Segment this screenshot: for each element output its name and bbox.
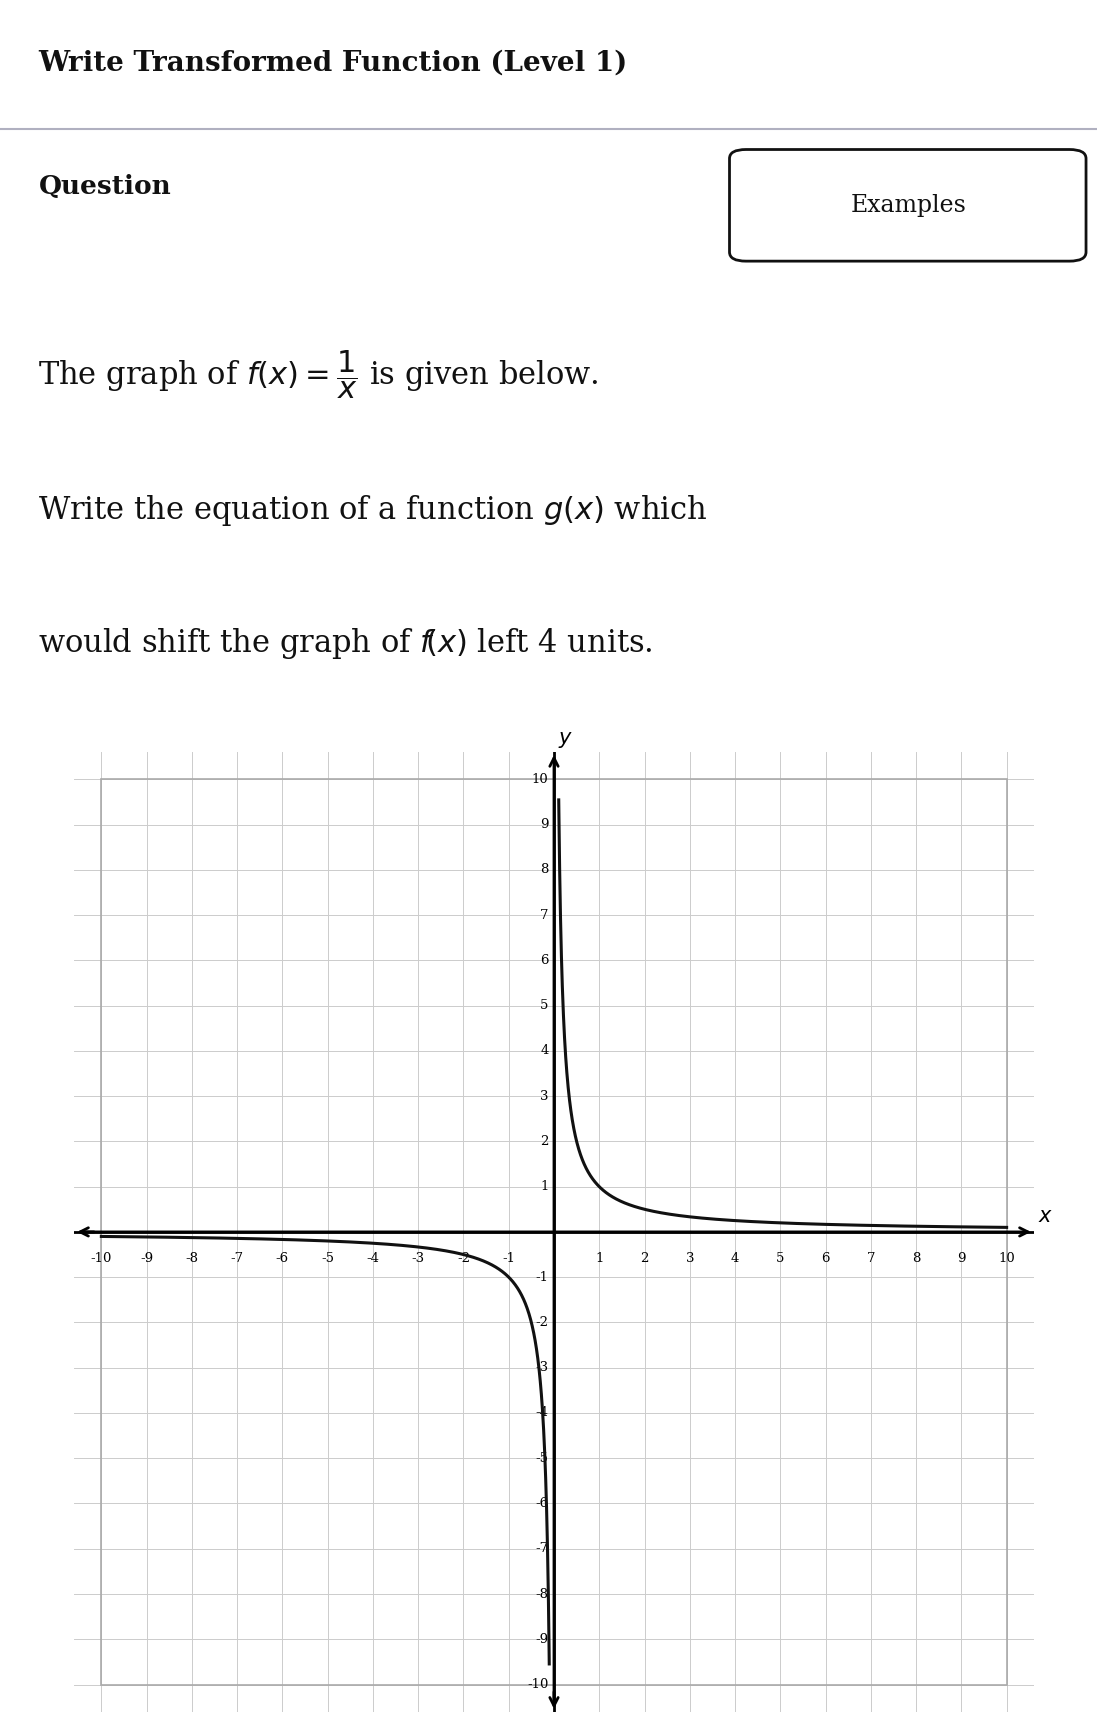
Text: -5: -5 — [535, 1452, 548, 1464]
Text: Examples: Examples — [850, 194, 966, 216]
Text: Write Transformed Function (Level 1): Write Transformed Function (Level 1) — [38, 50, 627, 76]
Text: 4: 4 — [540, 1044, 548, 1058]
Text: -1: -1 — [535, 1271, 548, 1283]
Text: -3: -3 — [411, 1252, 425, 1266]
Text: -3: -3 — [535, 1361, 548, 1375]
Text: -7: -7 — [230, 1252, 244, 1266]
Text: 4: 4 — [731, 1252, 739, 1266]
Text: -8: -8 — [185, 1252, 199, 1266]
Text: Question: Question — [38, 173, 171, 199]
FancyBboxPatch shape — [730, 149, 1086, 261]
Text: would shift the graph of $f\!\left(x\right)$ left 4 units.: would shift the graph of $f\!\left(x\rig… — [38, 626, 653, 660]
Text: 6: 6 — [540, 954, 548, 967]
Text: 8: 8 — [540, 863, 548, 877]
Text: 7: 7 — [867, 1252, 875, 1266]
Text: 6: 6 — [822, 1252, 829, 1266]
Text: 5: 5 — [540, 999, 548, 1011]
Text: -7: -7 — [535, 1542, 548, 1556]
Text: 2: 2 — [641, 1252, 648, 1266]
Text: 2: 2 — [540, 1134, 548, 1148]
Text: The graph of $f(x)=\dfrac{1}{x}$ is given below.: The graph of $f(x)=\dfrac{1}{x}$ is give… — [38, 349, 599, 401]
Text: 5: 5 — [776, 1252, 784, 1266]
Text: $y$: $y$ — [557, 730, 573, 750]
Text: -6: -6 — [535, 1497, 548, 1509]
Text: 9: 9 — [957, 1252, 965, 1266]
Text: -10: -10 — [528, 1679, 548, 1691]
Text: -6: -6 — [275, 1252, 289, 1266]
Text: 10: 10 — [998, 1252, 1015, 1266]
Text: -1: -1 — [502, 1252, 516, 1266]
Text: 8: 8 — [912, 1252, 920, 1266]
Text: 3: 3 — [686, 1252, 694, 1266]
Text: -10: -10 — [91, 1252, 112, 1266]
Text: -4: -4 — [535, 1406, 548, 1420]
Text: 3: 3 — [540, 1089, 548, 1103]
Text: -9: -9 — [140, 1252, 154, 1266]
Text: 7: 7 — [540, 908, 548, 922]
Text: -2: -2 — [457, 1252, 470, 1266]
Text: 1: 1 — [540, 1181, 548, 1193]
Text: 10: 10 — [532, 773, 548, 785]
Text: Write the equation of a function $g(x)$ which: Write the equation of a function $g(x)$ … — [38, 493, 708, 529]
Text: -5: -5 — [321, 1252, 335, 1266]
Text: $x$: $x$ — [1038, 1207, 1053, 1226]
Text: 9: 9 — [540, 818, 548, 832]
Text: -2: -2 — [535, 1316, 548, 1330]
Text: -4: -4 — [366, 1252, 380, 1266]
Text: -8: -8 — [535, 1587, 548, 1601]
Text: 1: 1 — [595, 1252, 603, 1266]
Text: -9: -9 — [535, 1632, 548, 1646]
